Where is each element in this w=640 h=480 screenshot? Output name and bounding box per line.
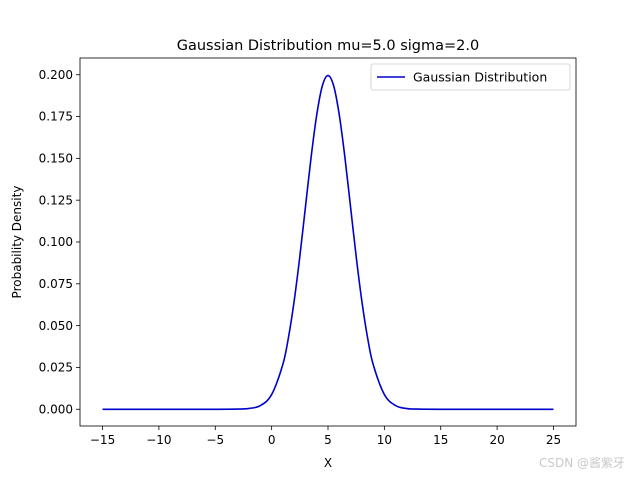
legend: Gaussian Distribution (370, 63, 571, 91)
y-axis-ticks: 0.000 0.025 0.050 0.075 0.100 0.125 0.150 0.175… (39, 68, 80, 416)
y-tick-label: 0.200 (39, 68, 73, 82)
y-axis-label: Probability Density (10, 186, 24, 299)
x-tick-label: −10 (146, 433, 171, 447)
legend-box (370, 63, 571, 91)
y-tick-label: 0.150 (39, 152, 73, 166)
x-axis-label: X (324, 456, 332, 470)
x-tick-label: 5 (324, 433, 332, 447)
legend-label-gaussian-distribution: Gaussian Distribution (413, 70, 547, 85)
x-axis-ticks: −15 −10 −5 0 5 10 15 20 25 (90, 426, 561, 447)
y-tick-label: 0.075 (39, 277, 73, 291)
y-tick-label: 0.000 (39, 402, 73, 416)
x-tick-label: 20 (489, 433, 504, 447)
x-tick-label: 0 (268, 433, 276, 447)
axes-frame (79, 57, 577, 427)
y-tick-label: 0.125 (39, 193, 73, 207)
x-tick-label: 10 (377, 433, 392, 447)
y-tick-label: 0.025 (39, 361, 73, 375)
y-tick-label: 0.100 (39, 235, 73, 249)
x-tick-label: 15 (433, 433, 448, 447)
x-tick-label: −15 (90, 433, 115, 447)
y-tick-label: 0.050 (39, 319, 73, 333)
watermark: CSDN @酱紫牙 (539, 455, 625, 470)
x-tick-label: 25 (546, 433, 561, 447)
x-tick-label: −5 (206, 433, 224, 447)
series-line-gaussian-distribution (102, 74, 554, 411)
chart-title: Gaussian Distribution mu=5.0 sigma=2.0 (177, 38, 479, 54)
y-tick-label: 0.175 (39, 110, 73, 124)
